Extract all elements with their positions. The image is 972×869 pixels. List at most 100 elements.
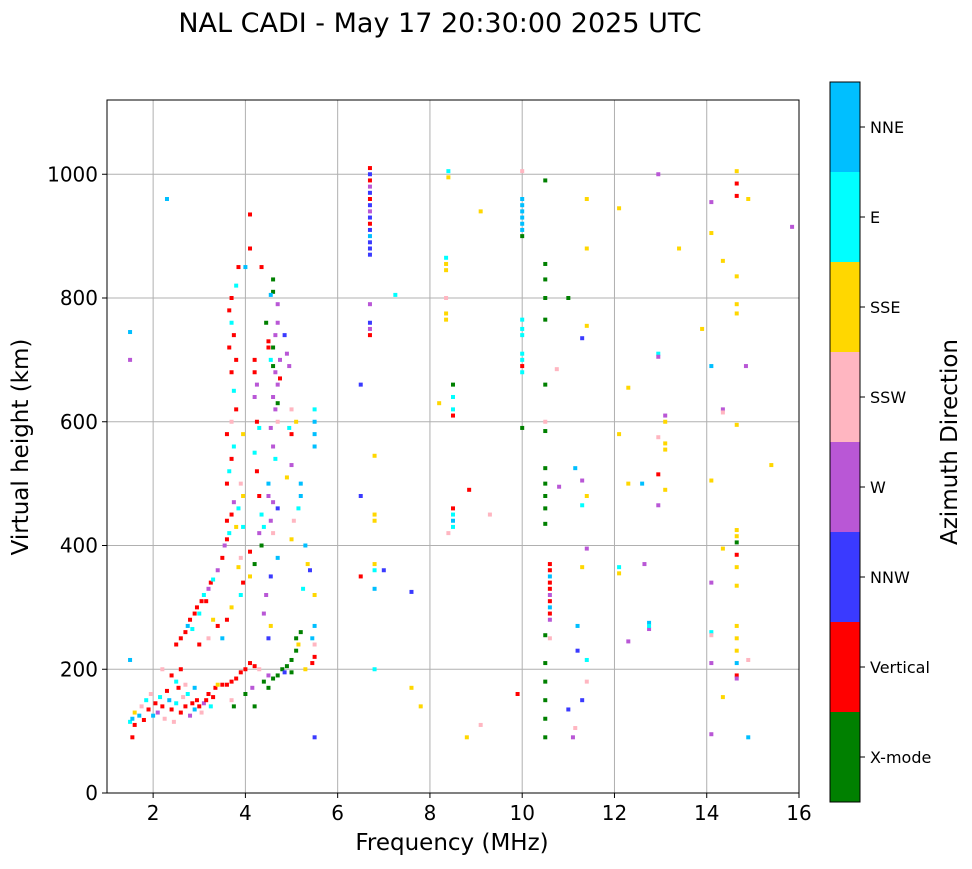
data-point (266, 636, 271, 641)
data-point (158, 695, 163, 700)
data-point (663, 413, 668, 418)
data-point (547, 636, 552, 641)
data-point (543, 296, 548, 300)
data-point (573, 726, 578, 731)
data-point (294, 636, 299, 641)
data-point (229, 456, 234, 461)
data-point (307, 568, 312, 573)
data-point (557, 484, 562, 489)
data-point (236, 506, 241, 511)
data-point (229, 605, 234, 610)
data-point (273, 407, 278, 412)
data-point (153, 701, 158, 706)
data-point (367, 203, 372, 208)
data-point (206, 586, 211, 591)
data-point (271, 531, 276, 536)
data-point (520, 425, 525, 430)
data-point (164, 688, 169, 693)
data-point (241, 432, 246, 437)
data-point (584, 657, 589, 662)
data-point (266, 685, 271, 690)
data-point (467, 487, 472, 492)
data-point (580, 503, 585, 508)
data-point (709, 580, 714, 585)
data-point (444, 296, 449, 300)
data-point (275, 302, 280, 307)
chart-title: NAL CADI - May 17 20:30:00 2025 UTC (178, 8, 701, 39)
data-point (164, 197, 169, 201)
data-point (372, 586, 377, 591)
data-point (199, 599, 204, 604)
data-point (367, 246, 372, 251)
data-point (266, 345, 271, 350)
data-point (171, 719, 176, 724)
x-tick-label: 8 (424, 801, 437, 825)
data-point (720, 407, 725, 412)
data-point (520, 209, 525, 214)
data-point (248, 246, 253, 251)
data-point (367, 333, 372, 338)
data-point (451, 413, 455, 418)
data-point (243, 667, 248, 672)
data-point (234, 407, 239, 412)
data-point (257, 425, 262, 430)
data-point (367, 326, 372, 331)
data-point (656, 472, 661, 477)
data-point (367, 227, 372, 232)
data-point (709, 732, 714, 737)
data-point (647, 623, 652, 628)
data-point (367, 221, 372, 226)
y-tick-label: 600 (60, 410, 98, 434)
data-point (451, 524, 455, 529)
data-point (231, 333, 236, 338)
data-point (515, 692, 520, 696)
data-point (580, 565, 585, 570)
data-point (746, 657, 751, 662)
data-point (128, 657, 133, 662)
data-point (167, 698, 172, 703)
y-axis-label: Virtual height (km) (8, 339, 34, 556)
data-point (617, 206, 622, 211)
data-point (275, 506, 280, 511)
data-point (264, 320, 269, 325)
data-point (709, 630, 714, 635)
data-point (367, 184, 372, 189)
colorbar-tick-label: NNE (870, 118, 904, 137)
data-point (520, 169, 525, 174)
data-point (312, 593, 317, 597)
data-point (268, 292, 273, 297)
data-point (312, 735, 317, 740)
data-point (192, 707, 197, 712)
data-point (580, 478, 585, 483)
data-point (543, 494, 548, 498)
data-point (231, 704, 236, 709)
data-point (663, 419, 668, 424)
data-point (211, 577, 216, 582)
data-point (520, 221, 525, 226)
data-point (393, 292, 398, 297)
data-point (197, 642, 202, 647)
data-point (192, 611, 197, 616)
data-point (234, 676, 239, 681)
data-point (547, 599, 552, 604)
plot-frame (106, 99, 800, 794)
data-point (192, 685, 197, 690)
data-point (367, 166, 372, 171)
data-point (268, 518, 273, 523)
data-point (132, 722, 137, 727)
data-point (543, 716, 548, 721)
data-point (229, 512, 234, 517)
data-point (720, 258, 725, 263)
data-point (248, 549, 253, 554)
data-point (241, 494, 246, 498)
data-point (271, 676, 276, 681)
data-point (547, 605, 552, 610)
data-point (520, 351, 525, 356)
data-point (451, 512, 455, 517)
data-point (663, 447, 668, 452)
data-point (769, 463, 774, 468)
data-point (284, 475, 289, 480)
data-point (580, 336, 585, 341)
x-tick-label: 10 (509, 801, 534, 825)
data-point (547, 586, 552, 591)
